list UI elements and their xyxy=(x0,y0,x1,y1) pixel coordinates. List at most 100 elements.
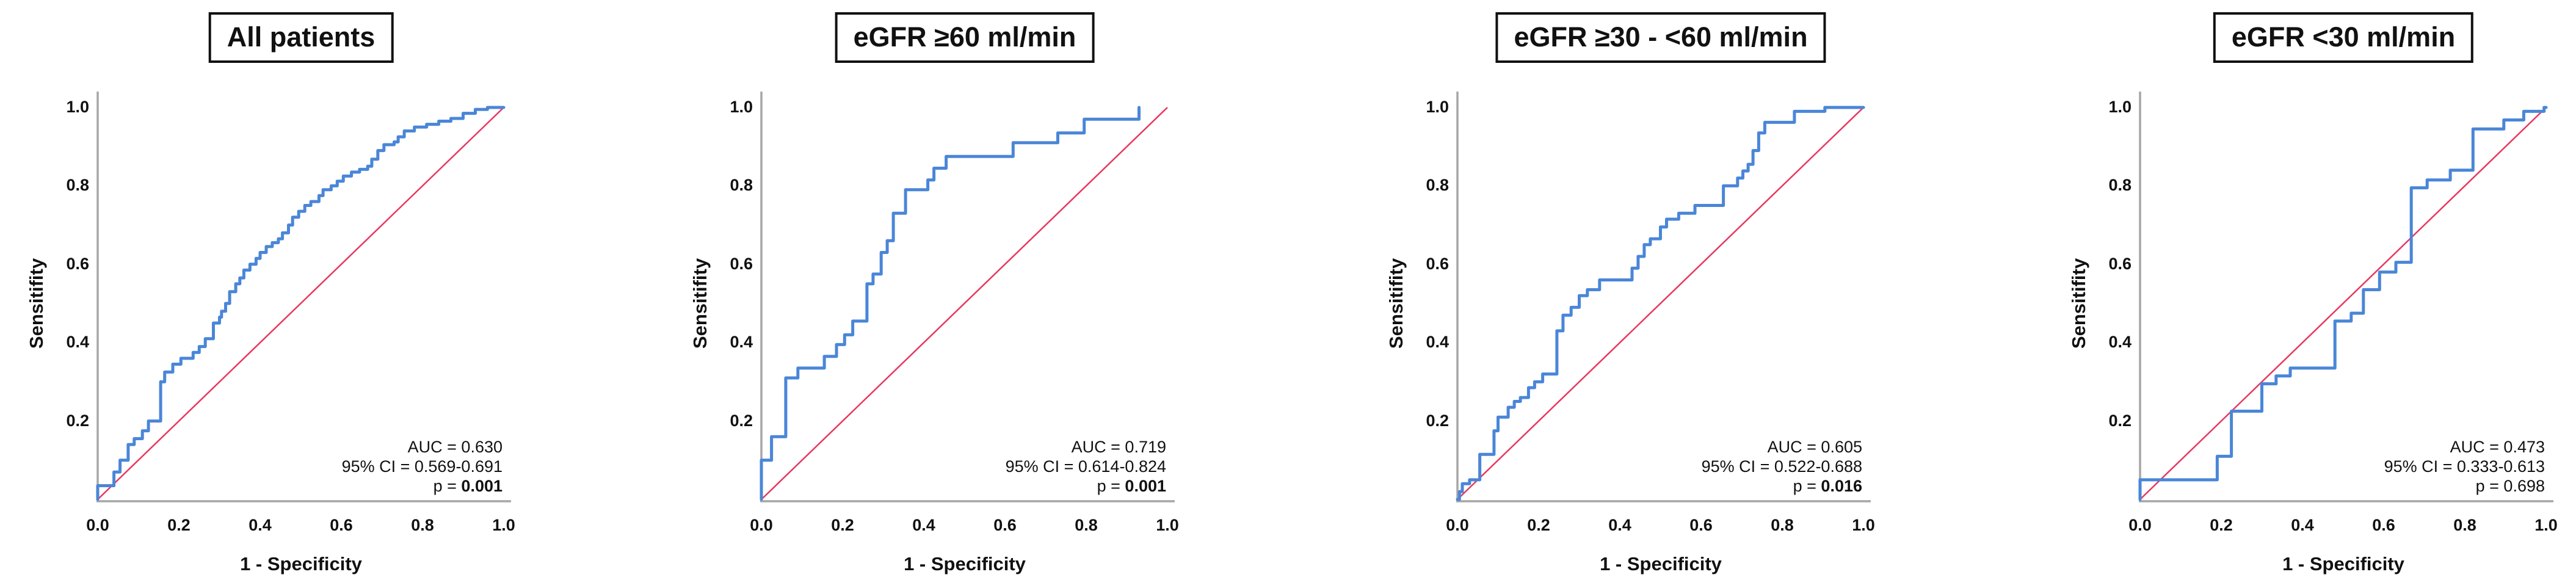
p-value: 0.016 xyxy=(1821,477,1862,495)
x-tick-label: 0.8 xyxy=(411,516,434,534)
roc-curve-line xyxy=(96,106,506,501)
y-tick-label: 1.0 xyxy=(1426,98,1449,116)
p-prefix: p = xyxy=(2475,477,2504,495)
y-tick-label: 0.8 xyxy=(66,176,89,195)
x-axis-label: 1 - Specificity xyxy=(240,553,362,575)
auc-value: AUC = 0.719 xyxy=(1071,438,1166,456)
x-tick-label: 0.0 xyxy=(2128,516,2152,534)
p-value-line: p = 0.016 xyxy=(1702,476,1862,496)
panel-title-box: eGFR ≥60 ml/min xyxy=(835,12,1095,63)
y-tick-label: 0.4 xyxy=(730,333,753,352)
ci-value: 95% CI = 0.614-0.824 xyxy=(1005,457,1166,476)
x-tick-label: 0.2 xyxy=(1527,516,1550,534)
p-value: 0.001 xyxy=(461,477,503,495)
roc-plot-canvas xyxy=(2138,92,2553,502)
x-tick-label: 0.6 xyxy=(330,516,353,534)
p-value-line: p = 0.001 xyxy=(1006,476,1166,496)
x-tick-label: 0.0 xyxy=(86,516,109,534)
p-prefix: p = xyxy=(1097,477,1125,495)
panel-title-box: All patients xyxy=(208,12,394,63)
x-tick-label: 0.6 xyxy=(2372,516,2395,534)
x-tick-label: 0.2 xyxy=(831,516,854,534)
auc-value: AUC = 0.630 xyxy=(407,438,503,456)
y-tick-label: 0.6 xyxy=(730,254,753,273)
x-tick-label: 0.6 xyxy=(1689,516,1713,534)
p-value: 0.001 xyxy=(1125,477,1166,495)
y-tick-label: 1.0 xyxy=(66,98,89,116)
roc-plot-canvas xyxy=(1456,92,1871,502)
roc-panel-egfr-ge60: eGFR ≥60 ml/min Sensitifity 1 - Specific… xyxy=(644,0,1288,580)
panel-title: eGFR <30 ml/min xyxy=(2231,21,2456,53)
panel-title: eGFR ≥30 - <60 ml/min xyxy=(1514,21,1808,53)
x-tick-label: 1.0 xyxy=(492,516,515,534)
y-axis-label: Sensitifity xyxy=(2068,258,2089,349)
y-axis-label: Sensitifity xyxy=(1385,258,1407,349)
x-tick-label: 0.6 xyxy=(993,516,1017,534)
p-value: 0.698 xyxy=(2503,477,2545,495)
reference-diagonal-line xyxy=(97,107,504,500)
y-tick-label: 0.6 xyxy=(2108,254,2132,273)
y-tick-label: 0.4 xyxy=(2108,333,2132,352)
x-tick-label: 1.0 xyxy=(1852,516,1875,534)
x-tick-label: 0.4 xyxy=(912,516,935,534)
x-tick-label: 0.2 xyxy=(167,516,190,534)
y-tick-label: 0.8 xyxy=(2108,176,2132,195)
x-tick-label: 0.4 xyxy=(249,516,272,534)
y-tick-label: 1.0 xyxy=(2108,98,2132,116)
y-tick-label: 0.6 xyxy=(1426,254,1449,273)
x-tick-label: 0.2 xyxy=(2210,516,2233,534)
roc-panel-egfr-30-60: eGFR ≥30 - <60 ml/min Sensitifity 1 - Sp… xyxy=(1288,0,1932,580)
x-tick-label: 0.0 xyxy=(750,516,773,534)
y-axis-label: Sensitifity xyxy=(26,258,47,349)
y-tick-label: 0.6 xyxy=(66,254,89,273)
stats-annotation: AUC = 0.719 95% CI = 0.614-0.824 p = 0.0… xyxy=(1006,437,1166,496)
roc-curve-line xyxy=(1456,106,1865,501)
roc-plot-canvas xyxy=(760,92,1175,502)
x-tick-label: 1.0 xyxy=(2534,516,2558,534)
panel-title-box: eGFR <30 ml/min xyxy=(2213,12,2474,63)
x-axis-label: 1 - Specificity xyxy=(1600,553,1722,575)
stats-annotation: AUC = 0.473 95% CI = 0.333-0.613 p = 0.6… xyxy=(2384,437,2545,496)
reference-diagonal-line xyxy=(1457,107,1864,500)
x-tick-label: 0.4 xyxy=(2291,516,2314,534)
y-tick-label: 0.2 xyxy=(1426,411,1449,430)
y-tick-label: 0.8 xyxy=(730,176,753,195)
auc-value: AUC = 0.473 xyxy=(2450,438,2545,456)
roc-panel-egfr-lt30: eGFR <30 ml/min Sensitifity 1 - Specific… xyxy=(1932,0,2576,580)
y-tick-label: 0.2 xyxy=(2108,411,2132,430)
reference-diagonal-line xyxy=(2139,107,2547,500)
p-prefix: p = xyxy=(433,477,462,495)
roc-plot-canvas xyxy=(96,92,511,502)
y-tick-label: 0.2 xyxy=(66,411,89,430)
ci-value: 95% CI = 0.569-0.691 xyxy=(341,457,503,476)
auc-value: AUC = 0.605 xyxy=(1767,438,1862,456)
y-tick-label: 0.4 xyxy=(1426,333,1449,352)
y-tick-label: 0.8 xyxy=(1426,176,1449,195)
x-tick-label: 0.0 xyxy=(1446,516,1469,534)
x-axis-label: 1 - Specificity xyxy=(2282,553,2404,575)
x-tick-label: 0.4 xyxy=(1608,516,1631,534)
panel-title: All patients xyxy=(227,21,376,53)
p-value-line: p = 0.698 xyxy=(2384,476,2545,496)
y-tick-label: 0.4 xyxy=(66,333,89,352)
stats-annotation: AUC = 0.605 95% CI = 0.522-0.688 p = 0.0… xyxy=(1702,437,1862,496)
x-axis-label: 1 - Specificity xyxy=(904,553,1026,575)
y-axis-label: Sensitifity xyxy=(689,258,711,349)
y-tick-label: 1.0 xyxy=(730,98,753,116)
ci-value: 95% CI = 0.333-0.613 xyxy=(2384,457,2545,476)
panel-title-box: eGFR ≥30 - <60 ml/min xyxy=(1495,12,1826,63)
x-tick-label: 0.8 xyxy=(2453,516,2476,534)
reference-diagonal-line xyxy=(761,107,1168,500)
roc-curve-line xyxy=(760,106,1141,501)
roc-panel-all-patients: All patients Sensitifity 1 - Specificity… xyxy=(0,0,644,580)
panel-title: eGFR ≥60 ml/min xyxy=(853,21,1076,53)
p-value-line: p = 0.001 xyxy=(342,476,503,496)
p-prefix: p = xyxy=(1793,477,1821,495)
y-tick-label: 0.2 xyxy=(730,411,753,430)
x-tick-label: 0.8 xyxy=(1075,516,1098,534)
roc-curve-line xyxy=(2138,106,2548,501)
stats-annotation: AUC = 0.630 95% CI = 0.569-0.691 p = 0.0… xyxy=(342,437,503,496)
x-tick-label: 1.0 xyxy=(1156,516,1179,534)
x-tick-label: 0.8 xyxy=(1771,516,1794,534)
